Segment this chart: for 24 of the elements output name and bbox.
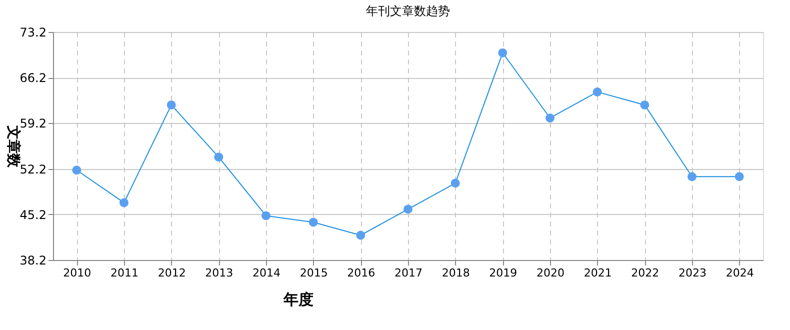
x-tick-label: 2016 <box>347 266 376 280</box>
y-tick-label: 66.2 <box>20 71 46 86</box>
y-tick-label: 73.2 <box>20 26 46 40</box>
x-tick-label: 2011 <box>110 266 138 280</box>
x-tick-label: 2024 <box>726 266 754 280</box>
y-axis-title: 文章数 <box>4 124 22 168</box>
x-tick-label: 2012 <box>158 266 186 280</box>
x-tick-label: 2010 <box>63 266 92 280</box>
x-tick-label: 2014 <box>252 266 280 280</box>
x-tick-label: 2013 <box>205 266 234 280</box>
x-tick-label: 2023 <box>678 266 706 280</box>
x-tick-label: 2018 <box>442 266 470 280</box>
chart-title: 年刊文章数趋势 <box>366 4 450 18</box>
x-tick-label: 2022 <box>631 266 660 280</box>
x-tick-label: 2019 <box>489 266 518 280</box>
x-tick-label: 2017 <box>394 266 422 280</box>
y-tick-label: 52.2 <box>20 162 46 176</box>
x-tick-label: 2021 <box>584 266 612 280</box>
y-tick-label: 59.2 <box>20 116 46 131</box>
x-tick-label: 2020 <box>536 266 564 280</box>
y-tick-label: 45.2 <box>20 208 46 222</box>
x-axis-title: 年度 <box>282 290 314 308</box>
y-tick-label: 38.2 <box>20 254 46 268</box>
x-tick-label: 2015 <box>300 266 328 280</box>
